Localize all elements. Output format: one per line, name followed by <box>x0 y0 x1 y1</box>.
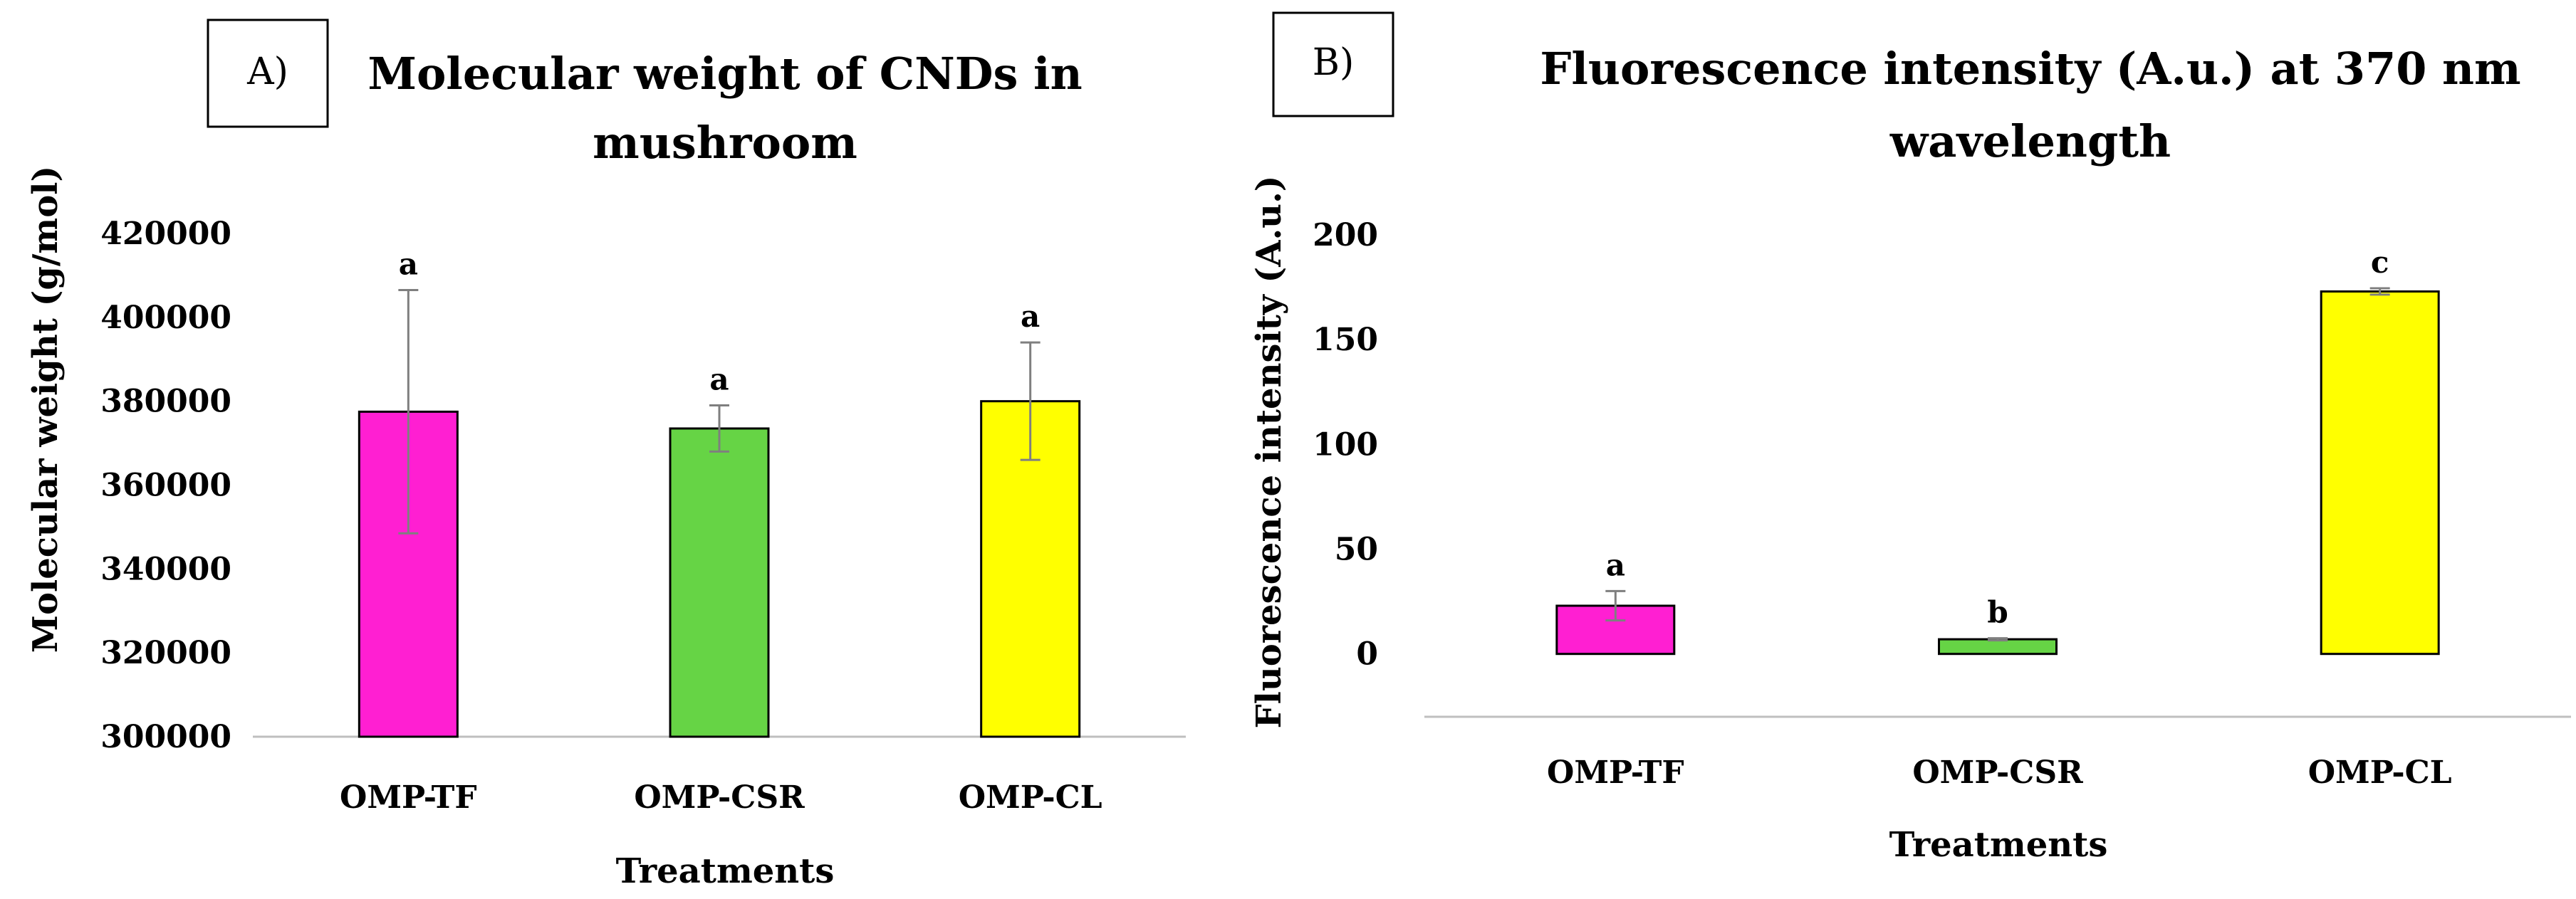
panel-b-label: B) <box>1313 41 1355 84</box>
panel-a-y-tick-label: 380000 <box>100 384 231 420</box>
panel-a-y-tick-label: 360000 <box>100 468 231 504</box>
panel-b-significance-letter: c <box>2371 245 2389 280</box>
panel-a-plot: 300000 320000 340000 360000 380000 400000 4200… <box>100 216 1102 816</box>
panel-b-plot: 0 50 100 150 200 a OMP-TF b OMP-CSR c OMP-CL <box>1313 217 2451 791</box>
panel-a-significance-letter: a <box>1021 299 1040 334</box>
panel-a-y-axis-title: Molecular weight (g/mol) <box>26 166 66 653</box>
panel-a-x-tick-label: OMP-TF <box>340 779 477 816</box>
panel-a-x-tick-label: OMP-CSR <box>634 779 805 816</box>
panel-a-x-axis-title: Treatments <box>616 851 835 891</box>
panel-b-label-box <box>1272 11 1394 117</box>
panel-a-bar-omp-csr <box>669 427 770 738</box>
panel-b-y-axis-title: Fluorescence intensity (A.u.) <box>1249 176 1289 729</box>
panel-b-x-axis-title: Treatments <box>1889 825 2108 865</box>
panel-b-y-tick-label: 150 <box>1313 322 1378 358</box>
panel-a-title-line-2: mushroom <box>593 117 857 169</box>
panel-b-y-tick-label: 200 <box>1313 217 1378 253</box>
panel-a-y-tick-label: 400000 <box>100 300 231 336</box>
panel-b: B) Fluorescence intensity (A.u.) at 370 … <box>1249 11 2571 865</box>
panel-a-y-tick-label: 340000 <box>100 551 231 587</box>
panel-a-significance-letter: a <box>709 362 729 397</box>
panel-b-error-bar-omp-cl <box>2369 287 2390 296</box>
panel-b-significance-letter: a <box>1606 547 1625 582</box>
panel-a-error-bar-omp-csr <box>709 404 729 453</box>
panel-b-significance-letter: b <box>1987 595 2008 630</box>
panel-a-significance-letter: a <box>399 247 418 282</box>
panel-a-error-bar-omp-tf <box>398 289 419 535</box>
panel-b-error-bar-omp-csr <box>1988 637 2008 642</box>
panel-b-y-tick-label: 100 <box>1313 426 1378 463</box>
panel-a: A) Molecular weight of CNDs in mushroom … <box>26 19 1186 891</box>
panel-b-bar-omp-cl <box>2320 290 2440 656</box>
panel-a-label: A) <box>246 51 288 93</box>
panel-a-y-tick-label: 300000 <box>100 719 231 755</box>
panel-a-x-tick-label: OMP-CL <box>959 779 1102 816</box>
panel-b-bar-omp-csr <box>1938 638 2058 656</box>
panel-a-title-line-1: Molecular weight of CNDs in <box>367 48 1082 100</box>
panel-b-title-line-2: wavelength <box>1889 115 2171 167</box>
panel-b-y-tick-label: 50 <box>1335 532 1378 568</box>
panel-a-y-tick-label: 320000 <box>100 635 231 671</box>
panel-b-y-tick-label: 0 <box>1356 636 1378 673</box>
panel-b-error-bar-omp-tf <box>1605 589 1626 622</box>
panel-a-y-tick-label: 420000 <box>100 216 231 252</box>
panel-b-x-tick-label: OMP-TF <box>1547 755 1684 791</box>
panel-b-x-tick-label: OMP-CSR <box>1912 755 2083 791</box>
panel-b-x-tick-label: OMP-CL <box>2308 755 2452 791</box>
panel-a-error-bar-omp-cl <box>1020 341 1041 461</box>
panel-b-title-line-1: Fluorescence intensity (A.u.) at 370 nm <box>1540 43 2520 95</box>
panel-a-label-box <box>207 19 329 128</box>
